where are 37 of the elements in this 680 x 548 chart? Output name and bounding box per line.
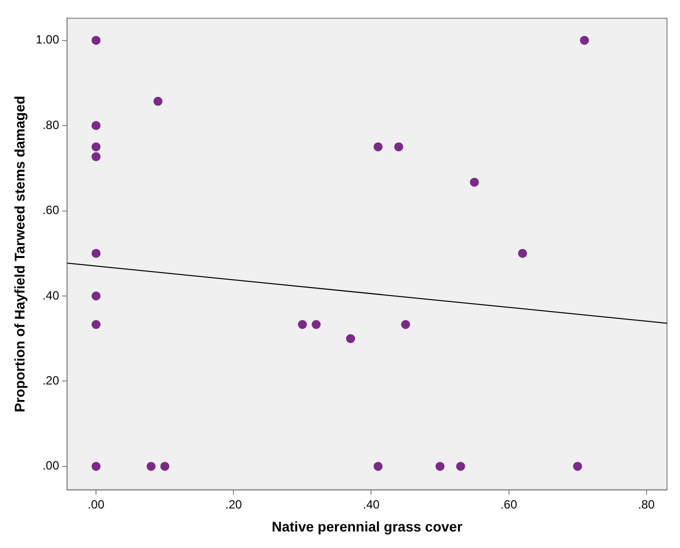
point (456, 462, 466, 471)
point (298, 320, 307, 330)
point (518, 248, 528, 258)
y-tick-label: .00 (42, 458, 60, 473)
point (394, 142, 404, 152)
point (160, 462, 170, 471)
y-tick-label: .40 (42, 288, 60, 302)
y-axis-title: Proportion of Hayfield Tarweed stems damaged (11, 96, 28, 412)
y-tick-label: .80 (42, 118, 60, 132)
point (573, 462, 582, 471)
y-tick-label: 1.00 (36, 32, 60, 47)
x-tick-label: .40 (362, 497, 380, 512)
point (153, 96, 162, 106)
point (435, 462, 444, 471)
point (580, 36, 589, 45)
x-tick-label: .60 (500, 497, 518, 512)
point (92, 121, 101, 130)
point (92, 248, 101, 258)
point (470, 178, 479, 187)
point (92, 291, 101, 300)
point (374, 462, 383, 471)
point (146, 462, 156, 471)
point (346, 334, 356, 344)
point (92, 142, 101, 152)
x-tick-label: .20 (225, 497, 242, 512)
point (92, 36, 101, 45)
point (312, 320, 321, 330)
x-tick-label: .00 (88, 497, 105, 512)
point (92, 320, 101, 330)
point (92, 152, 101, 162)
point (92, 462, 101, 471)
point (374, 142, 383, 152)
x-axis-title: Native perennial grass cover (272, 518, 463, 534)
x-tick-label: .80 (638, 497, 656, 512)
y-tick-label: .20 (42, 373, 60, 388)
point (401, 320, 410, 330)
y-tick-label: .60 (42, 203, 60, 218)
